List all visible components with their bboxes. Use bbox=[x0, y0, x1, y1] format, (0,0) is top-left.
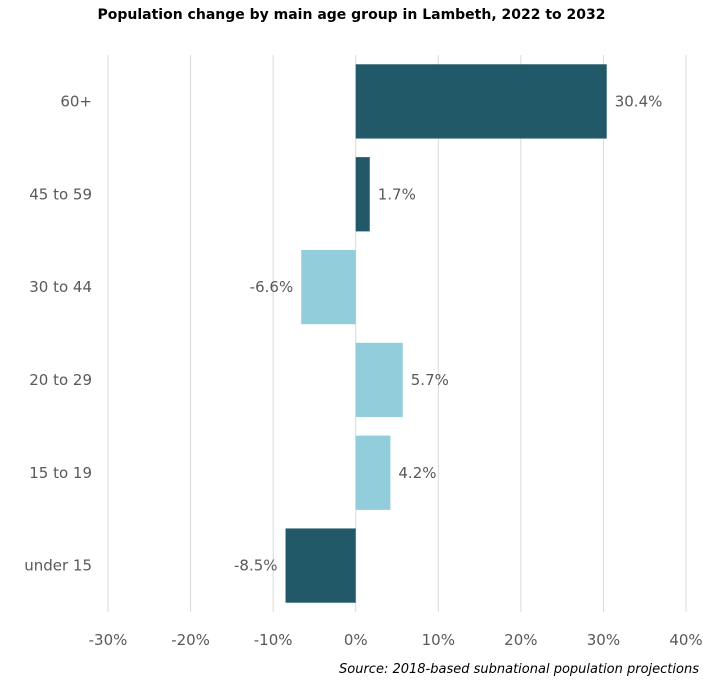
x-tick-label: 0% bbox=[344, 631, 368, 649]
x-tick-label: -10% bbox=[254, 631, 293, 649]
category-labels: 60+ 45 to 59 30 to 44 20 to 29 15 to 19 under… bbox=[24, 92, 92, 574]
x-tick-label: -30% bbox=[89, 631, 128, 649]
x-tick-labels: -30% -20% -10% 0% 10% 20% 30% 40% bbox=[89, 631, 703, 649]
data-label: -8.5% bbox=[234, 557, 278, 575]
category-label: 20 to 29 bbox=[29, 371, 92, 389]
category-label: 45 to 59 bbox=[29, 185, 92, 203]
bar bbox=[355, 435, 391, 510]
category-label: 60+ bbox=[60, 92, 92, 110]
data-label: 5.7% bbox=[411, 371, 449, 389]
x-tick-label: 40% bbox=[669, 631, 702, 649]
data-label: 30.4% bbox=[615, 92, 663, 110]
data-label: -6.6% bbox=[250, 278, 294, 296]
gridlines bbox=[107, 55, 687, 612]
x-tick-label: 10% bbox=[422, 631, 455, 649]
bar bbox=[355, 342, 403, 418]
chart-plot: 30.4% 1.7% -6.6% 5.7% 4.2% -8.5% 60+ 45 to 59 3… bbox=[24, 55, 703, 649]
category-label: under 15 bbox=[24, 557, 92, 575]
category-label: 30 to 44 bbox=[29, 278, 92, 296]
x-tick-label: 20% bbox=[504, 631, 537, 649]
bar bbox=[285, 528, 356, 603]
data-labels: 30.4% 1.7% -6.6% 5.7% 4.2% -8.5% bbox=[234, 92, 662, 574]
x-tick-label: 30% bbox=[587, 631, 620, 649]
bar bbox=[355, 64, 607, 139]
x-tick-label: -20% bbox=[171, 631, 210, 649]
data-label: 4.2% bbox=[398, 464, 436, 482]
source-note: Source: 2018-based subnational populatio… bbox=[339, 662, 699, 677]
data-label: 1.7% bbox=[378, 185, 416, 203]
bar bbox=[301, 249, 356, 325]
category-label: 15 to 19 bbox=[29, 464, 92, 482]
chart-title: Population change by main age group in L… bbox=[97, 7, 606, 23]
bars bbox=[285, 64, 607, 603]
bar bbox=[355, 157, 370, 232]
